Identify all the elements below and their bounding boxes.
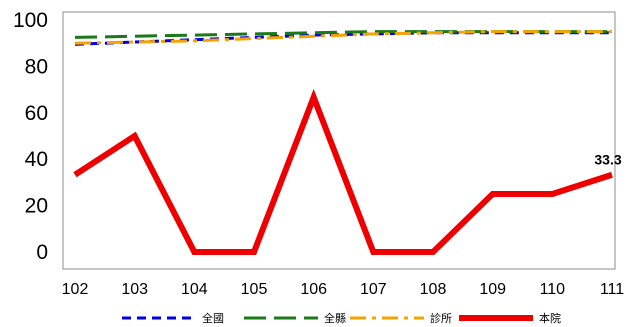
y-tick-label: 80 [25, 55, 48, 78]
y-tick-label: 100 [13, 9, 48, 32]
legend-label: 本院 [539, 311, 561, 325]
legend-label: 全縣 [324, 311, 346, 325]
legend: 全國 全縣 診所 本院 [122, 311, 561, 325]
x-tick-label: 109 [479, 281, 506, 298]
y-tick-label: 60 [25, 102, 48, 125]
x-tick-label: 107 [360, 281, 387, 298]
y-axis-ticks: 0 20 40 60 80 100 [13, 9, 48, 264]
x-tick-label: 105 [241, 281, 268, 298]
series-lines [73, 30, 613, 255]
x-tick-label: 110 [540, 281, 566, 298]
legend-label: 全國 [202, 311, 224, 325]
x-tick-label: 102 [62, 281, 89, 298]
x-tick-label: 104 [181, 281, 208, 298]
x-tick-label: 103 [121, 281, 148, 298]
y-tick-label: 40 [25, 148, 48, 171]
y-tick-label: 20 [25, 195, 48, 218]
legend-label: 診所 [430, 311, 452, 325]
x-tick-label: 108 [420, 281, 447, 298]
data-label: 33.3 [594, 152, 621, 168]
series-line-本院 [73, 88, 613, 255]
y-tick-label: 0 [36, 241, 48, 264]
series-line-診所 [74, 30, 612, 45]
plot-area [62, 11, 616, 270]
x-tick-label: 111 [600, 281, 624, 298]
data-labels: 33.3 [594, 152, 621, 168]
x-axis-ticks: 102 103 104 105 106 107 108 109 110 111 [62, 281, 625, 298]
x-tick-label: 106 [300, 281, 327, 298]
